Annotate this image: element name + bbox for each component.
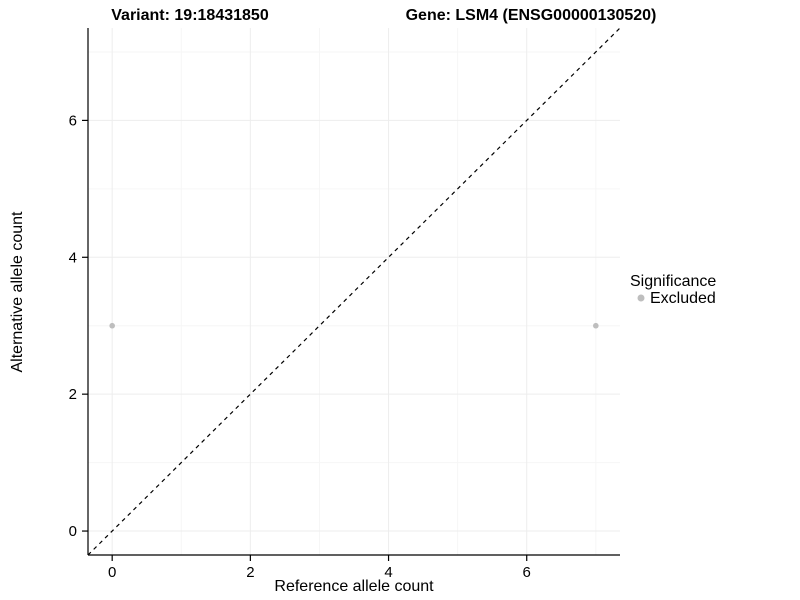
plot-title-gene: Gene: LSM4 (ENSG00000130520)	[406, 7, 657, 24]
y-tick-label: 6	[69, 112, 77, 129]
axis-tick-marks	[82, 119, 528, 561]
x-axis-label: Reference allele count	[274, 578, 434, 595]
data-point	[593, 322, 599, 329]
legend-entry-excluded: Excluded	[650, 290, 716, 307]
legend: Significance Excluded	[630, 273, 716, 307]
x-tick-label: 2	[246, 564, 254, 581]
axis-lines	[87, 28, 620, 556]
gridlines	[88, 28, 620, 555]
x-tick-label: 4	[384, 564, 392, 581]
y-tick-label: 4	[69, 249, 77, 266]
y-tick-label: 0	[69, 523, 77, 540]
legend-title: Significance	[630, 273, 716, 290]
legend-point-icon	[637, 294, 645, 302]
y-axis-label: Alternative allele count	[9, 211, 26, 373]
data-point	[109, 322, 115, 329]
x-tick-label: 0	[108, 564, 116, 581]
x-tick-label: 6	[523, 564, 531, 581]
axis-tick-labels: 0 2 4 6 0 2 4 6	[69, 112, 531, 581]
plot-title-variant: Variant: 19:18431850	[111, 7, 269, 24]
data-points	[109, 322, 599, 329]
identity-line	[87, 27, 621, 556]
y-tick-label: 2	[69, 386, 77, 403]
